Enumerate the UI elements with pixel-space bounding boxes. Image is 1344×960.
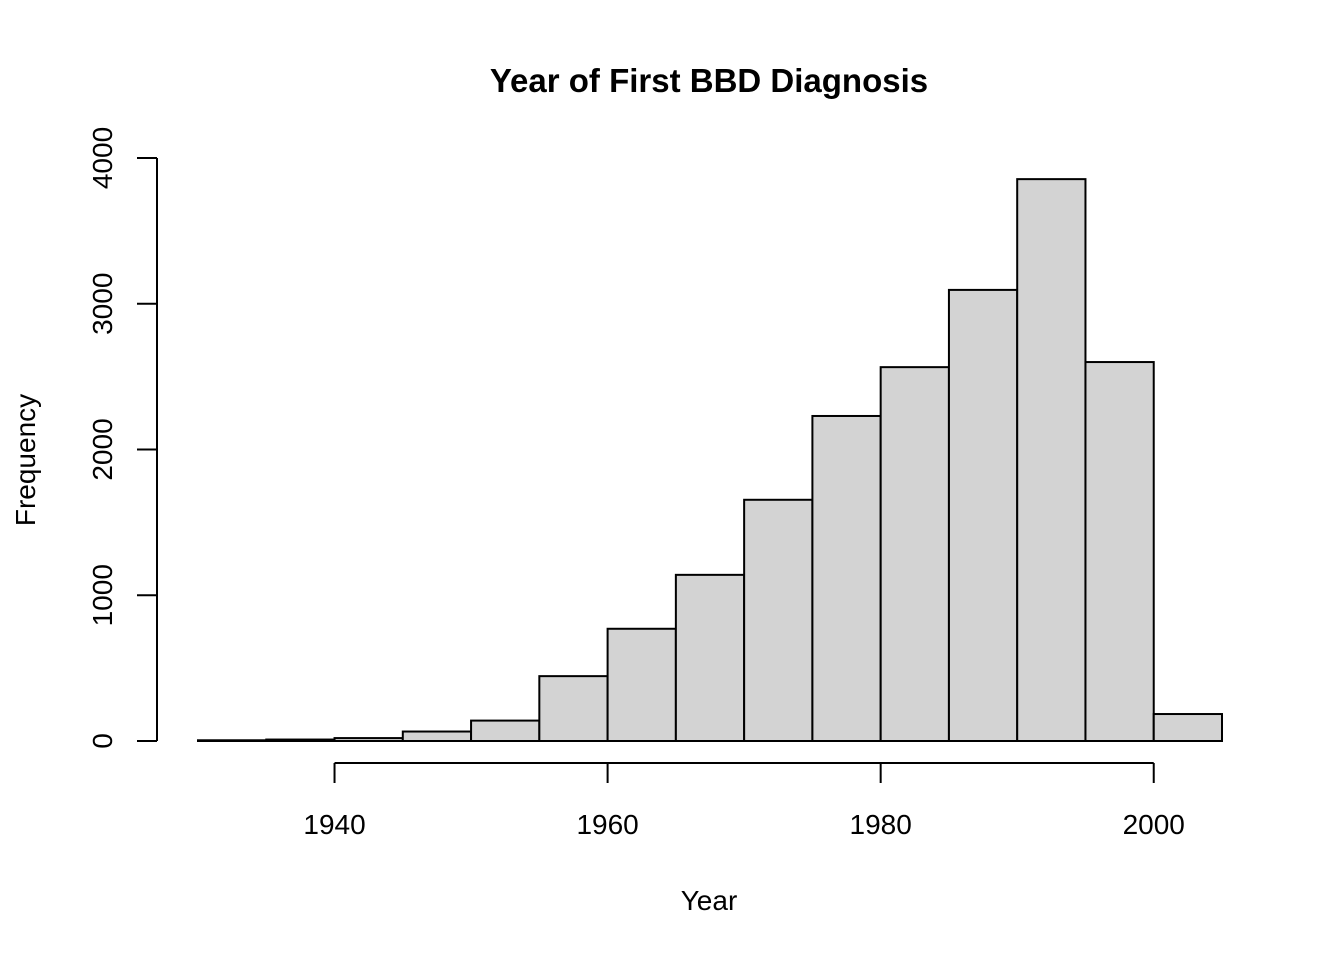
bars-group xyxy=(197,178,1223,743)
histogram-bar xyxy=(879,366,950,742)
histogram-bar xyxy=(197,739,268,742)
y-tick-label: 4000 xyxy=(87,127,118,189)
y-tick-label: 0 xyxy=(87,733,118,749)
y-tick-label: 3000 xyxy=(87,273,118,335)
y-axis: 0 1000 2000 3000 4000 xyxy=(87,127,158,749)
x-axis: 1940 1960 1980 2000 xyxy=(303,762,1185,840)
histogram-bar xyxy=(1152,713,1223,743)
y-tick-label: 1000 xyxy=(87,564,118,626)
histogram-bar xyxy=(538,675,609,742)
histogram-bar xyxy=(1016,178,1087,743)
histogram-bar xyxy=(674,573,746,742)
histogram-bar xyxy=(1084,361,1155,742)
histogram-bar xyxy=(606,627,677,743)
x-tick-label: 1960 xyxy=(576,809,638,840)
y-axis-label: Frequency xyxy=(10,394,41,526)
y-tick-label: 2000 xyxy=(87,418,118,480)
x-tick-label: 2000 xyxy=(1123,809,1185,840)
x-tick-label: 1980 xyxy=(850,809,912,840)
histogram-bar xyxy=(333,737,404,743)
chart-title: Year of First BBD Diagnosis xyxy=(490,62,928,99)
histogram-bar xyxy=(743,498,814,742)
histogram-bar xyxy=(401,730,473,742)
histogram-bar xyxy=(470,719,541,742)
histogram-bar xyxy=(811,414,882,742)
histogram-bar xyxy=(947,288,1019,742)
x-axis-label: Year xyxy=(681,885,738,916)
histogram-bar xyxy=(265,738,336,742)
x-tick-label: 1940 xyxy=(303,809,365,840)
